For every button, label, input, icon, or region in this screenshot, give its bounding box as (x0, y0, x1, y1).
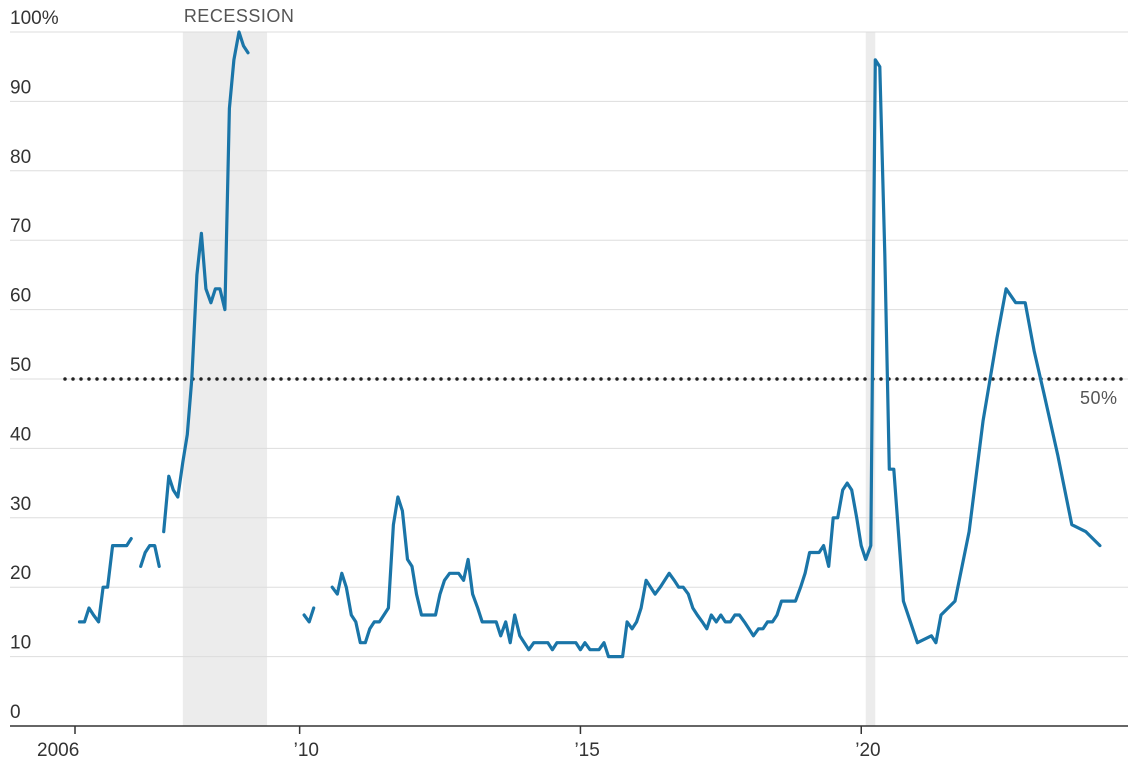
y-tick-label: 20 (10, 563, 31, 584)
y-tick-label: 30 (10, 494, 31, 515)
y-tick-label: 80 (10, 147, 31, 168)
x-tick-label: ’20 (855, 740, 880, 761)
series-segment-4 (330, 58, 1102, 659)
y-tick-label: 0 (10, 702, 21, 723)
x-tick-label: 2006 (37, 740, 79, 761)
gridlines (10, 31, 1128, 658)
series-segment-1 (139, 543, 161, 569)
y-axis-tick-labels: 0 10 20 30 40 50 60 70 80 90 100% (10, 8, 59, 723)
y-tick-label: 60 (10, 286, 31, 307)
x-tick-label: ’10 (294, 740, 319, 761)
series-segment-0 (77, 536, 133, 624)
recession-label: RECESSION (184, 6, 295, 26)
series-segment-2 (162, 30, 250, 534)
y-tick-label: 50 (10, 355, 31, 376)
y-tick-label: 90 (10, 77, 31, 98)
y-tick-label: 10 (10, 633, 31, 654)
series-line (77, 30, 1102, 659)
y-tick-label: 100% (10, 8, 59, 29)
y-tick-label: 40 (10, 424, 31, 445)
x-axis: 2006 ’10 ’15 ’20 (10, 725, 1128, 761)
threshold-label: 50% (1080, 388, 1118, 408)
y-tick-label: 70 (10, 216, 31, 237)
x-tick-label: ’15 (574, 740, 599, 761)
series-segment-3 (302, 606, 316, 624)
